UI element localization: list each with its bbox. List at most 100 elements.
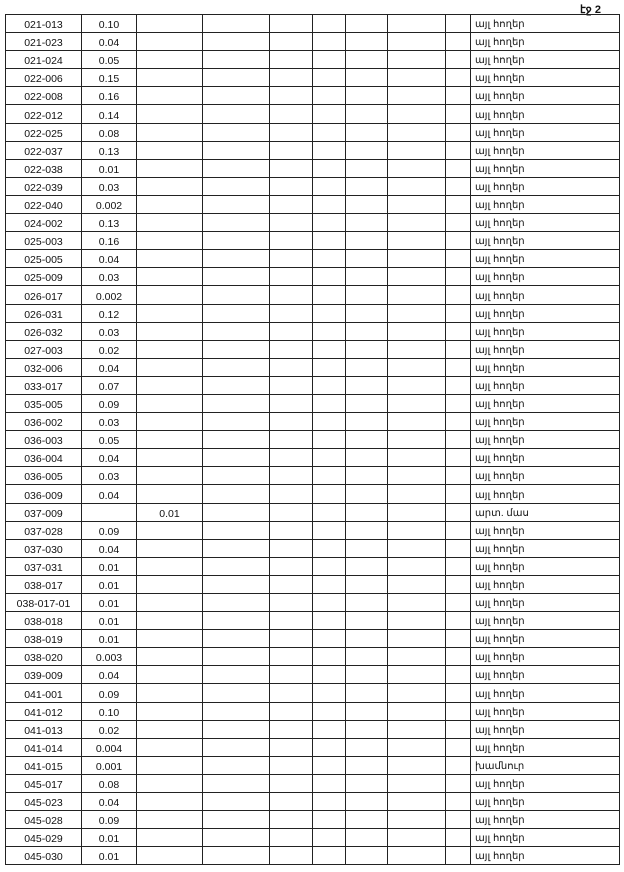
parcel-code-cell: 035-005 [5,393,82,414]
empty-cell [345,285,388,305]
area-cell: 0.04 [81,357,137,377]
land-type-cell: այլ հողեր [470,647,620,667]
extra-area-cell [136,538,203,558]
land-type-cell: այլ հողեր [470,267,620,287]
parcel-code-cell: 022-040 [5,194,82,215]
land-type-cell: այլ հողեր [470,393,620,414]
land-type-cell: այլ հողեր [470,574,620,595]
extra-area-cell [136,213,203,233]
empty-cell [387,520,446,540]
empty-cell [345,737,388,757]
empty-cell [269,375,313,395]
extra-area-cell [136,158,203,178]
area-cell: 0.01 [81,556,137,576]
empty-cell [269,303,313,323]
area-cell: 0.05 [81,430,137,450]
empty-cell [202,176,270,196]
extra-area-cell [136,13,203,34]
empty-cell [445,773,471,794]
empty-cell [269,122,313,142]
empty-cell [387,701,446,721]
empty-cell [445,737,471,757]
area-cell: 0.01 [81,592,137,613]
empty-cell [387,158,446,178]
extra-area-cell [136,393,203,414]
land-type-cell: այլ հողեր [470,13,620,34]
extra-area-cell [136,357,203,377]
land-type-cell: այլ հողեր [470,448,620,468]
table-row: 045-030 0.01 այլ հողեր [5,846,620,866]
area-cell: 0.03 [81,267,137,287]
empty-cell [312,792,346,812]
empty-cell [445,140,471,160]
extra-area-cell [136,86,203,106]
empty-cell [312,701,346,721]
parcel-code-cell: 022-037 [5,140,82,160]
area-cell: 0.04 [81,484,137,504]
empty-cell [387,122,446,142]
area-cell: 0.10 [81,701,137,721]
empty-cell [445,701,471,721]
land-type-cell: այլ հողեր [470,176,620,196]
empty-cell [202,792,270,812]
land-type-cell: այլ հողեր [470,629,620,649]
area-cell: 0.01 [81,158,137,178]
empty-cell [269,32,313,52]
empty-cell [387,665,446,685]
empty-cell [269,267,313,287]
parcel-code-cell: 022-025 [5,122,82,142]
empty-cell [312,592,346,613]
empty-cell [202,412,270,432]
empty-cell [202,755,270,775]
empty-cell [345,502,388,522]
land-type-cell: խամնուր [470,755,620,775]
empty-cell [445,556,471,576]
table-row: 036-002 0.03 այլ հողեր [5,412,620,432]
area-cell: 0.01 [81,574,137,595]
empty-cell [345,412,388,432]
empty-cell [345,140,388,160]
table-row: 025-009 0.03 այլ հողեր [5,267,620,287]
empty-cell [202,375,270,395]
parcel-code-cell: 045-029 [5,828,82,848]
empty-cell [345,158,388,178]
area-cell: 0.01 [81,846,137,866]
empty-cell [345,86,388,106]
land-type-cell: այլ հողեր [470,158,620,178]
land-type-cell: արտ. մաս [470,502,620,522]
parcel-code-cell: 038-019 [5,629,82,649]
area-cell: 0.01 [81,828,137,848]
extra-area-cell [136,140,203,160]
parcel-code-cell: 021-023 [5,32,82,52]
empty-cell [345,357,388,377]
extra-area-cell [136,520,203,540]
empty-cell [345,213,388,233]
empty-cell [445,538,471,558]
empty-cell [269,520,313,540]
land-type-cell: այլ հողեր [470,556,620,576]
empty-cell [202,339,270,359]
table-row: 038-019 0.01 այլ հողեր [5,629,620,649]
parcel-code-cell: 038-020 [5,647,82,667]
empty-cell [202,647,270,667]
empty-cell [345,592,388,613]
empty-cell [312,13,346,34]
empty-cell [312,846,346,866]
empty-cell [345,665,388,685]
area-cell: 0.001 [81,755,137,775]
empty-cell [202,574,270,595]
empty-cell [387,140,446,160]
empty-cell [312,321,346,341]
table-row: 041-012 0.10 այլ հողեր [5,701,620,721]
empty-cell [202,13,270,34]
parcel-code-cell: 022-008 [5,86,82,106]
empty-cell [312,755,346,775]
empty-cell [345,683,388,703]
table-row: 033-017 0.07 այլ հողեր [5,375,620,395]
area-cell: 0.09 [81,683,137,703]
land-type-cell: այլ հողեր [470,357,620,377]
empty-cell [269,448,313,468]
empty-cell [202,357,270,377]
empty-cell [269,828,313,848]
empty-cell [269,647,313,667]
